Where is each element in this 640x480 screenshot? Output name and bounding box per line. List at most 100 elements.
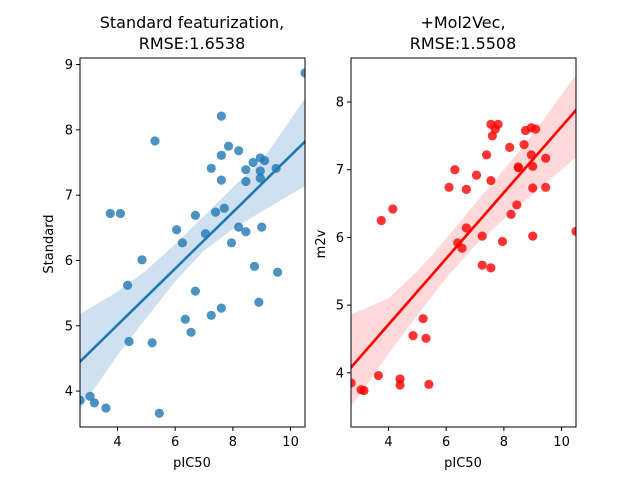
mol2vec-data-point: [506, 209, 516, 219]
mol2vec-data-point: [421, 333, 431, 343]
standard-x-axis-label: pIC50: [173, 456, 211, 471]
standard-data-point: [206, 163, 216, 173]
mol2vec-data-point: [461, 184, 471, 194]
mol2vec-y-tick-label: 7: [336, 163, 344, 178]
standard-data-point: [234, 222, 244, 232]
standard-data-point: [101, 403, 111, 413]
standard-x-tick-label: 8: [229, 435, 237, 450]
mol2vec-data-point: [444, 182, 454, 192]
standard-data-point: [124, 336, 134, 347]
mol2vec-regression-line: [351, 108, 576, 370]
standard-y-tick-label: 8: [65, 123, 73, 138]
mol2vec-data-point: [486, 263, 496, 273]
standard-data-point: [216, 150, 226, 160]
standard-data-point: [249, 261, 260, 271]
mol2vec-x-tick-label: 10: [553, 435, 570, 450]
standard-data-point: [186, 327, 196, 337]
mol2vec-y-tick-label: 5: [336, 299, 344, 314]
standard-data-point: [206, 310, 216, 320]
mol2vec-data-point: [512, 200, 522, 210]
mol2vec-data-point: [351, 378, 356, 388]
standard-confidence-band: [80, 98, 305, 410]
standard-data-point: [273, 267, 283, 277]
standard-data-point: [241, 176, 251, 187]
mol2vec-chart-panel: +Mol2Vec, RMSE:1.5508 4 6 8 10 4 5 6 7 8 pIC50 m…: [314, 13, 577, 471]
standard-chart-title-line-2: RMSE:1.6538: [139, 34, 246, 53]
mol2vec-data-point: [541, 153, 551, 163]
standard-axes-frame: [79, 57, 306, 428]
standard-data-point: [260, 155, 270, 166]
mol2vec-y-tick-label: 4: [336, 366, 344, 381]
standard-data-point: [150, 136, 160, 146]
standard-chart-title-line-1: Standard featurization,: [100, 13, 285, 32]
mol2vec-plot-area: 4 6 8 10 4 5 6 7 8: [336, 57, 577, 450]
standard-chart-panel: Standard featurization, RMSE:1.6538 4 6 8 1…: [42, 13, 306, 471]
standard-data-point: [216, 111, 226, 121]
mol2vec-chart-title-line-1: +Mol2Vec,: [420, 13, 505, 32]
mol2vec-x-tick-label: 6: [442, 435, 450, 450]
standard-data-point: [137, 255, 147, 265]
standard-plot-area: 4 6 8 10 4 5 6 7 8 9: [65, 57, 306, 450]
mol2vec-data-point: [418, 314, 428, 324]
standard-data-point: [226, 238, 237, 248]
standard-y-tick-label: 7: [65, 189, 73, 204]
standard-data-point: [147, 338, 157, 348]
mol2vec-data-point: [471, 170, 482, 180]
mol2vec-x-tick-label: 8: [500, 435, 508, 450]
mol2vec-data-point: [388, 204, 398, 214]
mol2vec-data-point: [528, 183, 538, 193]
standard-data-point: [255, 173, 265, 183]
standard-data-point: [190, 286, 200, 296]
mol2vec-chart-title-line-2: RMSE:1.5508: [410, 34, 517, 53]
mol2vec-data-point: [408, 331, 418, 341]
standard-y-axis-label: Standard: [42, 214, 57, 273]
standard-y-tick-label: 4: [65, 385, 73, 400]
standard-data-point: [255, 166, 265, 176]
mol2vec-data-point: [373, 370, 383, 381]
standard-data-point: [254, 297, 264, 307]
mol2vec-data-point: [505, 142, 515, 152]
standard-data-point: [223, 141, 234, 151]
standard-data-point: [219, 203, 229, 213]
standard-data-point: [115, 208, 125, 219]
mol2vec-data-point: [493, 119, 503, 129]
mol2vec-data-point: [450, 165, 460, 175]
mol2vec-data-point: [519, 140, 529, 150]
standard-data-point: [85, 391, 95, 401]
standard-data-layer: [80, 68, 305, 418]
standard-data-point: [89, 398, 100, 408]
mol2vec-axes-frame: [350, 57, 577, 428]
standard-data-point: [216, 175, 226, 185]
standard-data-point: [190, 210, 200, 220]
standard-data-point: [80, 395, 85, 405]
standard-data-point: [180, 314, 190, 324]
standard-data-point: [210, 207, 221, 217]
mol2vec-data-layer: [351, 74, 576, 407]
mol2vec-y-axis-label: m2v: [314, 229, 329, 258]
standard-data-point: [172, 225, 182, 235]
mol2vec-data-point: [395, 380, 405, 390]
mol2vec-data-point: [481, 150, 492, 160]
standard-data-point: [257, 222, 267, 232]
mol2vec-data-point: [513, 163, 523, 173]
mol2vec-data-point: [457, 243, 467, 253]
mol2vec-data-point: [571, 226, 576, 236]
standard-y-tick-label: 5: [65, 319, 73, 334]
mol2vec-data-point: [477, 231, 487, 241]
mol2vec-data-point: [461, 223, 471, 233]
standard-data-point: [154, 408, 164, 418]
standard-y-tick-label: 9: [65, 58, 73, 73]
mol2vec-x-axis-label: pIC50: [444, 456, 482, 471]
standard-data-point: [234, 146, 244, 156]
mol2vec-y-tick-label: 6: [336, 231, 344, 246]
standard-data-point: [300, 68, 305, 78]
mol2vec-data-point: [424, 379, 434, 389]
mol2vec-data-point: [541, 182, 551, 192]
mol2vec-data-point: [531, 124, 541, 134]
standard-regression-line: [80, 139, 305, 364]
mol2vec-data-point: [528, 231, 538, 241]
mol2vec-data-point: [376, 215, 386, 226]
mol2vec-confidence-band: [351, 74, 576, 407]
mol2vec-x-tick-label: 4: [384, 435, 392, 450]
